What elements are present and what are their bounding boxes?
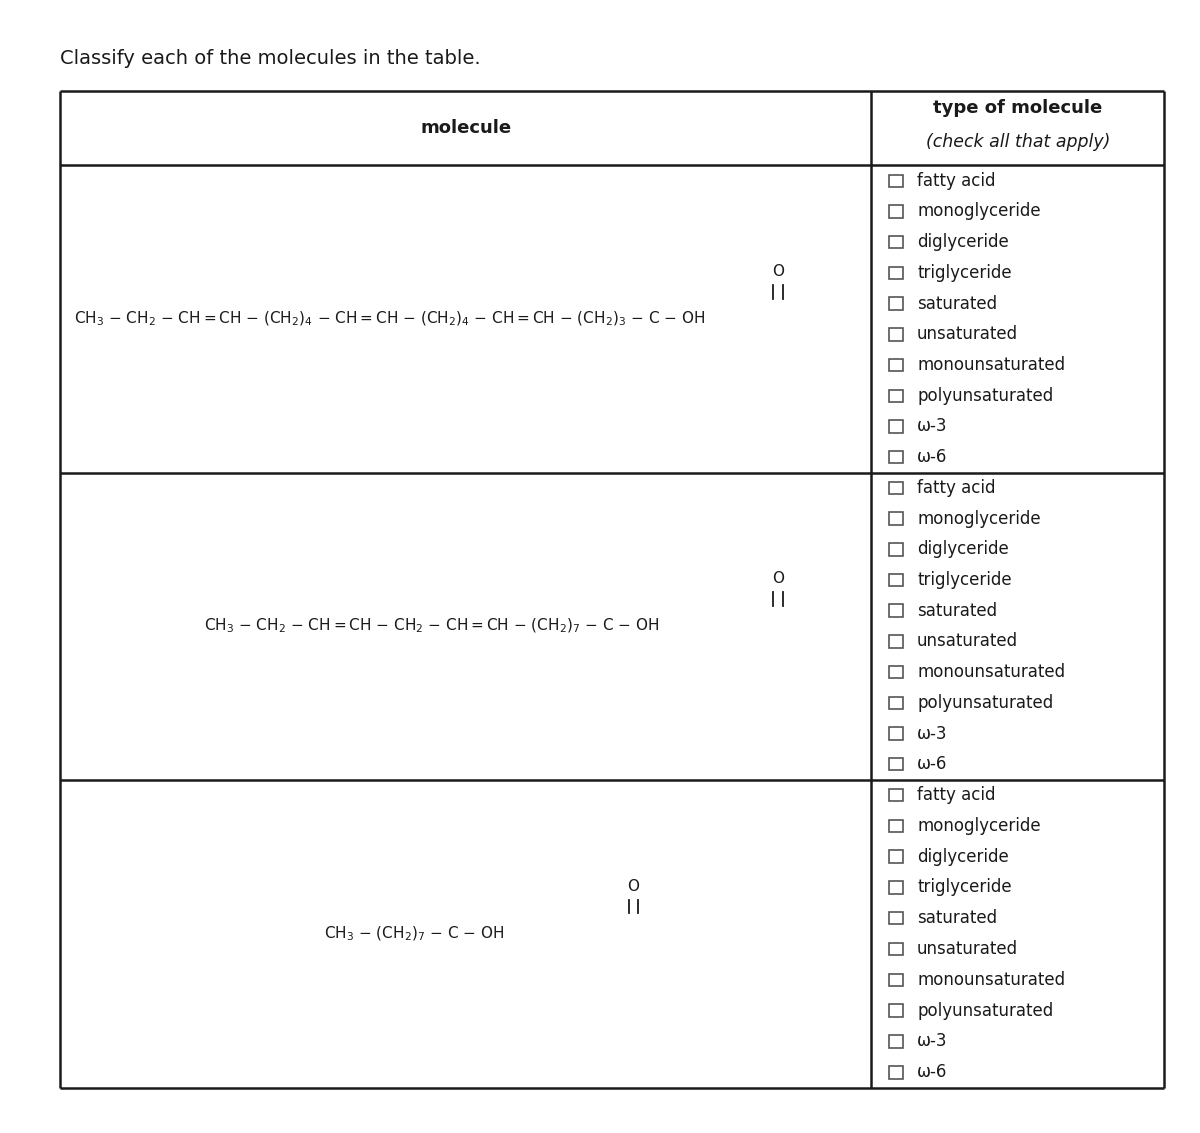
Text: unsaturated: unsaturated [917, 325, 1018, 343]
Text: diglyceride: diglyceride [917, 540, 1009, 559]
Bar [889, 943, 902, 955]
Text: unsaturated: unsaturated [917, 632, 1018, 650]
Bar [889, 573, 902, 586]
Text: triglyceride: triglyceride [917, 571, 1012, 589]
Bar [889, 636, 902, 648]
Bar [889, 297, 902, 309]
Bar [889, 605, 902, 617]
Bar [889, 543, 902, 555]
Text: diglyceride: diglyceride [917, 847, 1009, 866]
Bar [889, 789, 902, 801]
Bar [889, 973, 902, 986]
Bar [889, 1036, 902, 1048]
Bar [889, 912, 902, 925]
Text: ω-3: ω-3 [917, 724, 948, 742]
Text: CH$_3$ $-$ CH$_2$ $-$ CH$=$CH $-$ (CH$_2$)$_4$ $-$ CH$=$CH $-$ (CH$_2$)$_4$ $-$ : CH$_3$ $-$ CH$_2$ $-$ CH$=$CH $-$ (CH$_2… [74, 309, 706, 329]
Bar [889, 420, 902, 433]
Text: CH$_3$ $-$ (CH$_2$)$_7$ $-$ C $-$ OH: CH$_3$ $-$ (CH$_2$)$_7$ $-$ C $-$ OH [324, 925, 504, 943]
Text: monounsaturated: monounsaturated [917, 356, 1066, 374]
Text: (check all that apply): (check all that apply) [925, 133, 1110, 151]
Text: fatty acid: fatty acid [917, 172, 996, 189]
Bar [889, 359, 902, 372]
Text: CH$_3$ $-$ CH$_2$ $-$ CH$=$CH $-$ CH$_2$ $-$ CH$=$CH $-$ (CH$_2$)$_7$ $-$ C $-$ : CH$_3$ $-$ CH$_2$ $-$ CH$=$CH $-$ CH$_2$… [204, 616, 659, 636]
Text: monoglyceride: monoglyceride [917, 817, 1040, 835]
Bar [889, 666, 902, 679]
Text: O: O [628, 878, 640, 894]
Bar [889, 851, 902, 863]
Bar [889, 727, 902, 740]
Bar [889, 482, 902, 494]
Text: saturated: saturated [917, 602, 997, 620]
Text: saturated: saturated [917, 910, 997, 927]
Bar [889, 329, 902, 341]
Bar [889, 1005, 902, 1017]
Text: type of molecule: type of molecule [934, 99, 1103, 117]
Bar [889, 205, 902, 218]
Bar [889, 451, 902, 463]
Bar [889, 697, 902, 709]
Text: polyunsaturated: polyunsaturated [917, 386, 1054, 404]
Bar [889, 236, 902, 248]
Text: Classify each of the molecules in the table.: Classify each of the molecules in the ta… [60, 49, 481, 68]
Text: saturated: saturated [917, 295, 997, 313]
Bar [889, 758, 902, 770]
Bar [889, 512, 902, 525]
Text: fatty acid: fatty acid [917, 479, 996, 497]
Text: fatty acid: fatty acid [917, 786, 996, 804]
Text: ω-3: ω-3 [917, 1032, 948, 1050]
Bar [889, 266, 902, 279]
Text: polyunsaturated: polyunsaturated [917, 1002, 1054, 1020]
Text: O: O [772, 571, 784, 586]
Text: ω-6: ω-6 [917, 1063, 948, 1081]
Bar [889, 174, 902, 187]
Text: unsaturated: unsaturated [917, 940, 1018, 959]
Text: O: O [772, 264, 784, 279]
Text: monounsaturated: monounsaturated [917, 971, 1066, 989]
Bar [889, 390, 902, 402]
Text: ω-3: ω-3 [917, 417, 948, 435]
Text: ω-6: ω-6 [917, 449, 948, 466]
Bar [889, 1066, 902, 1079]
Text: triglyceride: triglyceride [917, 264, 1012, 282]
Text: ω-6: ω-6 [917, 756, 948, 773]
Text: polyunsaturated: polyunsaturated [917, 693, 1054, 712]
Bar [889, 819, 902, 832]
Text: triglyceride: triglyceride [917, 878, 1012, 896]
Text: monoglyceride: monoglyceride [917, 203, 1040, 221]
Text: diglyceride: diglyceride [917, 233, 1009, 252]
Text: monoglyceride: monoglyceride [917, 510, 1040, 528]
Bar [889, 881, 902, 894]
Text: molecule: molecule [420, 119, 511, 137]
Text: monounsaturated: monounsaturated [917, 663, 1066, 681]
